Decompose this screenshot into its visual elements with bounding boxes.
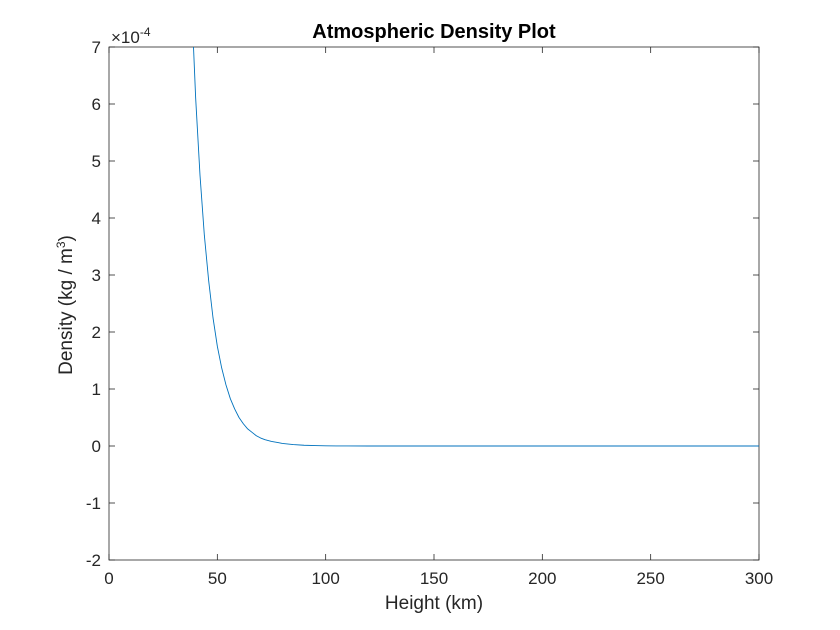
plot-area xyxy=(108,46,760,561)
x-tick-label: 150 xyxy=(420,569,448,588)
series-line-0 xyxy=(193,46,759,447)
y-tick-label: 7 xyxy=(92,38,101,57)
y-exponent-base: ×10 xyxy=(111,28,140,47)
y-axis-label-close: ) xyxy=(56,235,77,241)
y-tick-label: 4 xyxy=(92,209,101,228)
y-tick-label: 2 xyxy=(92,323,101,342)
y-exponent-label: ×10-4 xyxy=(111,25,151,47)
x-tick-label: 50 xyxy=(208,569,227,588)
x-axis-ticks: 0 50 100 150 200 250 300 xyxy=(104,47,773,588)
series-layer xyxy=(193,46,759,447)
y-tick-label: 1 xyxy=(92,380,101,399)
x-tick-label: 100 xyxy=(311,569,339,588)
y-tick-label: 3 xyxy=(92,266,101,285)
y-tick-label: 5 xyxy=(92,152,101,171)
x-tick-label: 200 xyxy=(528,569,556,588)
x-tick-label: 0 xyxy=(104,569,113,588)
x-tick-label: 250 xyxy=(636,569,664,588)
chart-title: Atmospheric Density Plot xyxy=(312,21,556,43)
x-axis-label: Height (km) xyxy=(385,593,483,614)
y-axis-label-main: Density (kg / m xyxy=(56,248,77,375)
y-exponent-power: -4 xyxy=(140,25,151,39)
y-tick-label: 0 xyxy=(92,437,101,456)
x-tick-label: 300 xyxy=(745,569,773,588)
y-tick-label: -2 xyxy=(86,551,101,570)
y-axis-label: Density (kg / m3) xyxy=(54,235,77,375)
y-axis-ticks: -2 -1 0 1 2 3 4 5 6 7 xyxy=(86,38,759,570)
y-axis-label-sup: 3 xyxy=(54,241,68,248)
y-tick-label: -1 xyxy=(86,494,101,513)
y-tick-label: 6 xyxy=(92,95,101,114)
